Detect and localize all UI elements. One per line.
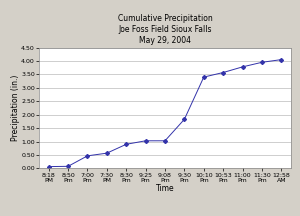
- X-axis label: Time: Time: [156, 184, 174, 193]
- Title: Cumulative Precipitation
Joe Foss Field Sioux Falls
May 29, 2004: Cumulative Precipitation Joe Foss Field …: [118, 14, 212, 45]
- Y-axis label: Precipitation (in.): Precipitation (in.): [11, 75, 20, 141]
